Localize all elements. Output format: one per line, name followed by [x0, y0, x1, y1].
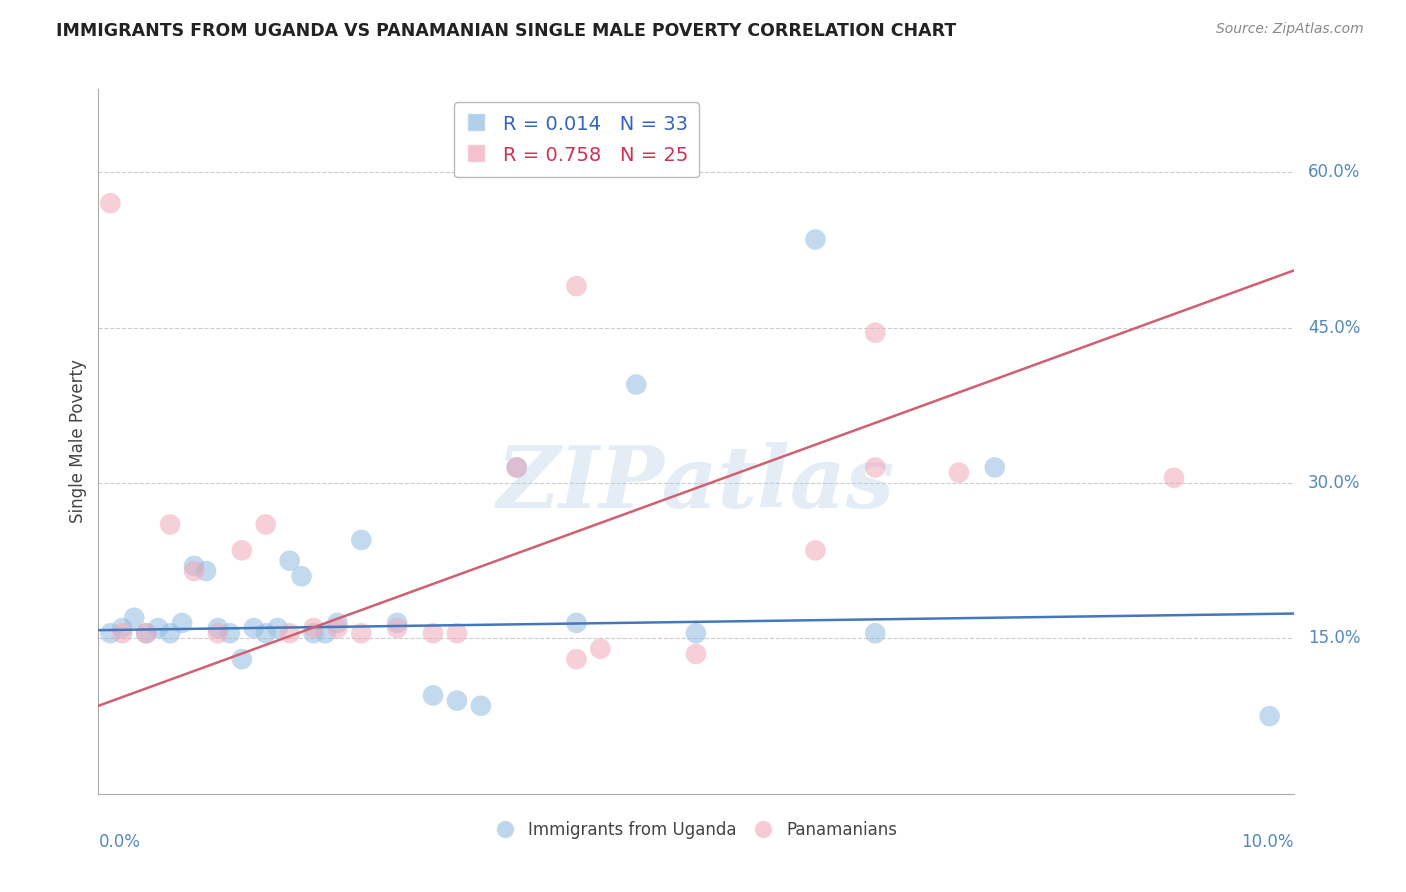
- Point: [865, 626, 887, 640]
- Point: [219, 626, 242, 640]
- Point: [291, 569, 314, 583]
- Point: [111, 626, 134, 640]
- Point: [385, 615, 409, 630]
- Point: [207, 626, 229, 640]
- Point: [984, 460, 1007, 475]
- Text: 30.0%: 30.0%: [1308, 474, 1361, 492]
- Text: 15.0%: 15.0%: [1308, 630, 1361, 648]
- Text: ZIPatlas: ZIPatlas: [496, 442, 896, 525]
- Point: [685, 626, 707, 640]
- Point: [565, 652, 588, 666]
- Point: [98, 626, 122, 640]
- Point: [315, 626, 337, 640]
- Text: 60.0%: 60.0%: [1308, 163, 1360, 181]
- Point: [231, 543, 253, 558]
- Point: [626, 377, 648, 392]
- Point: [865, 460, 887, 475]
- Point: [278, 626, 301, 640]
- Y-axis label: Single Male Poverty: Single Male Poverty: [69, 359, 87, 524]
- Point: [422, 689, 444, 703]
- Point: [350, 626, 373, 640]
- Point: [1163, 471, 1185, 485]
- Point: [148, 621, 170, 635]
- Point: [267, 621, 290, 635]
- Point: [254, 626, 277, 640]
- Point: [948, 466, 970, 480]
- Point: [326, 615, 349, 630]
- Point: [207, 621, 229, 635]
- Point: [446, 626, 468, 640]
- Point: [243, 621, 266, 635]
- Point: [135, 626, 157, 640]
- Point: [506, 460, 529, 475]
- Point: [350, 533, 373, 547]
- Point: [589, 641, 612, 656]
- Point: [278, 554, 301, 568]
- Point: [446, 693, 468, 707]
- Point: [685, 647, 707, 661]
- Point: [804, 543, 827, 558]
- Point: [254, 517, 277, 532]
- Point: [565, 615, 588, 630]
- Point: [302, 626, 325, 640]
- Point: [98, 196, 122, 211]
- Point: [865, 326, 887, 340]
- Point: [565, 279, 588, 293]
- Text: 0.0%: 0.0%: [98, 832, 141, 851]
- Point: [506, 460, 529, 475]
- Point: [159, 626, 181, 640]
- Text: Source: ZipAtlas.com: Source: ZipAtlas.com: [1216, 22, 1364, 37]
- Point: [385, 621, 409, 635]
- Point: [111, 621, 134, 635]
- Point: [172, 615, 194, 630]
- Point: [1258, 709, 1281, 723]
- Point: [231, 652, 253, 666]
- Point: [159, 517, 181, 532]
- Point: [135, 626, 157, 640]
- Text: 45.0%: 45.0%: [1308, 318, 1360, 336]
- Point: [470, 698, 492, 713]
- Text: IMMIGRANTS FROM UGANDA VS PANAMANIAN SINGLE MALE POVERTY CORRELATION CHART: IMMIGRANTS FROM UGANDA VS PANAMANIAN SIN…: [56, 22, 956, 40]
- Point: [804, 232, 827, 246]
- Point: [326, 621, 349, 635]
- Point: [422, 626, 444, 640]
- Text: 10.0%: 10.0%: [1241, 832, 1294, 851]
- Point: [195, 564, 218, 578]
- Point: [183, 564, 205, 578]
- Point: [124, 610, 146, 624]
- Legend: Immigrants from Uganda, Panamanians: Immigrants from Uganda, Panamanians: [488, 814, 904, 846]
- Point: [183, 558, 205, 573]
- Point: [302, 621, 325, 635]
